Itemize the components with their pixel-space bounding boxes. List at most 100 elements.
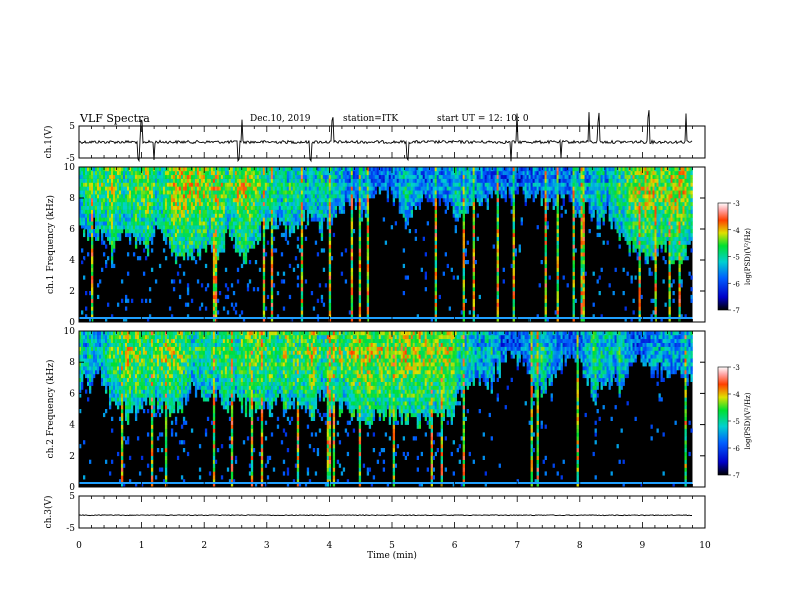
- spectrogram-cell: [466, 201, 469, 207]
- spectrogram-cell: [592, 178, 595, 183]
- spectrogram-cell: [79, 170, 82, 176]
- spectrogram-cell: [218, 217, 222, 222]
- spectrogram-cell: [500, 167, 503, 172]
- spectrogram-cell: [266, 198, 270, 203]
- spectrogram-cell: [240, 236, 244, 241]
- spectrogram-cell: [566, 170, 569, 176]
- spectrogram-cell: [192, 178, 196, 183]
- spectrogram-cell: [212, 291, 216, 296]
- spectrogram-cell: [332, 205, 336, 210]
- spectrogram-cell: [156, 209, 160, 214]
- spectrogram-cell: [130, 190, 134, 195]
- spectrogram-cell: [186, 229, 190, 234]
- spectrogram-cell: [364, 201, 368, 207]
- spectrogram-cell: [590, 213, 593, 218]
- spectrogram-cell: [498, 170, 501, 176]
- spectrogram-cell: [252, 225, 256, 230]
- spectrogram-cell: [232, 186, 236, 191]
- spectrogram-cell: [164, 198, 168, 203]
- spectrogram-cell: [502, 182, 505, 187]
- spectrogram-cell: [260, 217, 264, 222]
- spectrogram-cell: [246, 217, 250, 222]
- spectrogram-cell: [88, 213, 92, 218]
- spectrogram-cell: [168, 306, 172, 311]
- spectrogram-cell: [462, 221, 465, 226]
- spectrogram-cell: [334, 205, 338, 210]
- spectrogram-cell: [626, 236, 629, 241]
- spectrogram-cell: [634, 170, 637, 176]
- spectrogram-cell: [526, 186, 529, 191]
- spectrogram-cell: [268, 201, 272, 207]
- spectrogram-cell: [374, 186, 378, 191]
- spectrogram-cell: [278, 190, 282, 195]
- spectrogram-cell: [218, 291, 222, 296]
- spectrogram-cell: [138, 194, 142, 199]
- spectrogram-cell: [170, 174, 174, 179]
- spectrogram-cell: [190, 225, 194, 230]
- spectrogram-cell: [514, 190, 517, 195]
- spectrogram-cell: [462, 225, 465, 230]
- spectrogram-cell: [300, 213, 304, 218]
- spectrogram-cell: [404, 275, 408, 280]
- spectrogram-cell: [230, 194, 234, 199]
- spectrogram-cell: [620, 198, 623, 203]
- spectrogram-cell: [588, 186, 591, 191]
- spectrogram-cell: [476, 167, 479, 172]
- spectrogram-cell: [260, 201, 264, 207]
- spectrogram-cell: [180, 252, 184, 257]
- spectrogram-cell: [110, 252, 114, 257]
- spectrogram-cell: [358, 182, 362, 187]
- spectrogram-cell: [556, 302, 559, 307]
- spectrogram-cell: [270, 263, 274, 269]
- spectrogram-cell: [434, 174, 437, 179]
- spectrogram-cell: [624, 225, 627, 230]
- spectrogram-cell: [416, 194, 420, 199]
- spectrogram-cell: [406, 194, 410, 199]
- spectrogram-cell: [232, 178, 236, 183]
- spectrogram-cell: [576, 198, 579, 203]
- spectrogram-cell: [136, 213, 140, 218]
- spectrogram-cell: [482, 167, 485, 172]
- spectrogram-cell: [636, 213, 639, 218]
- spectrogram-cell: [638, 252, 641, 257]
- spectrogram-cell: [328, 236, 332, 241]
- spectrogram-cell: [500, 174, 503, 179]
- spectrogram-cell: [632, 178, 635, 183]
- spectrogram-cell: [86, 236, 90, 241]
- spectrogram-cell: [270, 236, 274, 241]
- spectrogram-cell: [496, 217, 499, 222]
- spectrogram-cell: [568, 178, 571, 183]
- spectrogram-cell: [382, 178, 386, 183]
- spectrogram-cell: [620, 213, 623, 218]
- spectrogram-cell: [542, 190, 545, 195]
- spectrogram-cell: [110, 198, 114, 203]
- spectrogram-cell: [174, 229, 178, 234]
- spectrogram-cell: [338, 194, 342, 199]
- spectrogram-cell: [202, 190, 206, 195]
- spectrogram-cell: [212, 306, 216, 311]
- spectrogram-cell: [262, 287, 266, 292]
- spectrogram-cell: [410, 174, 414, 179]
- spectrogram-cell: [84, 225, 88, 230]
- spectrogram-cell: [344, 182, 348, 187]
- spectrogram-cell: [586, 186, 589, 191]
- spectrogram-cell: [176, 205, 180, 210]
- spectrogram-cell: [394, 178, 398, 183]
- spectrogram-cell: [178, 279, 182, 284]
- spectrogram-cell: [438, 167, 441, 172]
- spectrogram-cell: [632, 225, 635, 230]
- spectrogram-cell: [286, 186, 290, 191]
- spectrogram-cell: [402, 182, 406, 187]
- spectrogram-cell: [214, 279, 218, 284]
- spectrogram-cell: [216, 232, 220, 238]
- spectrogram-cell: [262, 291, 266, 296]
- spectrogram-cell: [572, 260, 575, 265]
- spectrogram-cell: [214, 275, 218, 280]
- spectrogram-cell: [588, 167, 591, 172]
- spectrogram-cell: [202, 217, 206, 222]
- spectrogram-cell: [216, 209, 220, 214]
- spectrogram-cell: [162, 248, 166, 253]
- spectrogram-cell: [262, 170, 266, 176]
- spectrogram-cell: [238, 170, 242, 176]
- spectrogram-cell: [136, 221, 140, 226]
